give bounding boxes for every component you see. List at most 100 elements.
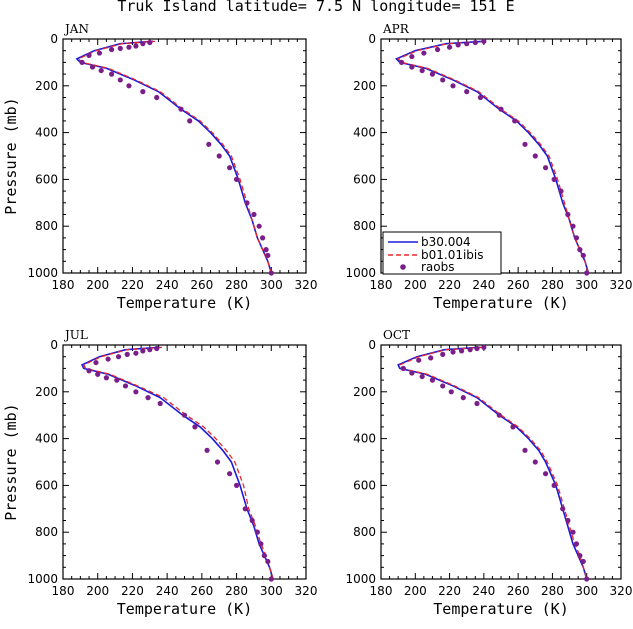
x-tick-label: 200 xyxy=(404,278,427,292)
figure-title: Truk Island latitude= 7.5 N longitude= 1… xyxy=(117,0,514,15)
raobs-point xyxy=(115,354,122,360)
panel-label-jul: JUL xyxy=(63,328,88,342)
legend-label-b30-004: b30.004 xyxy=(421,235,471,249)
x-tick-label: 220 xyxy=(121,278,144,292)
y-tick-label: 1000 xyxy=(345,266,376,280)
x-tick-label: 180 xyxy=(52,278,75,292)
x-tick-label: 220 xyxy=(438,584,461,598)
raobs-point xyxy=(96,50,103,56)
y-tick-label: 400 xyxy=(353,126,376,140)
raobs-point xyxy=(421,50,427,56)
raobs-point xyxy=(532,153,538,159)
raobs-point xyxy=(429,377,436,383)
y-tick-label: 1000 xyxy=(27,266,58,280)
raobs-point xyxy=(532,459,538,465)
y-tick-label: 600 xyxy=(35,478,58,492)
x-tick-label: 320 xyxy=(610,278,633,292)
raobs-point xyxy=(522,141,528,147)
raobs-point xyxy=(570,529,576,535)
x-tick-label: 220 xyxy=(121,584,144,598)
x-axis-label: Temperature (K) xyxy=(433,294,568,312)
raobs-point xyxy=(419,67,425,74)
raobs-point xyxy=(122,383,129,389)
raobs-point xyxy=(440,383,446,389)
raobs-point xyxy=(265,252,271,259)
raobs-point xyxy=(157,400,163,407)
y-tick-label: 0 xyxy=(50,338,58,352)
x-tick-label: 260 xyxy=(190,584,213,598)
x-tick-label: 180 xyxy=(370,584,393,598)
raobs-point xyxy=(558,188,564,194)
y-tick-label: 1000 xyxy=(27,572,58,586)
raobs-point xyxy=(584,576,590,582)
raobs-point xyxy=(109,46,115,53)
y-axis-label: Pressure (mb) xyxy=(2,97,20,214)
raobs-point xyxy=(542,165,549,171)
panel-label-oct: OCT xyxy=(383,328,410,342)
raobs-point xyxy=(117,45,123,51)
raobs-point xyxy=(109,71,115,77)
raobs-point xyxy=(446,44,453,50)
raobs-point xyxy=(464,41,470,47)
raobs-point xyxy=(147,39,153,46)
series-line-b01-01ibis xyxy=(397,40,590,274)
raobs-point xyxy=(124,351,130,357)
x-tick-label: 260 xyxy=(507,278,530,292)
raobs-point xyxy=(216,153,222,159)
raobs-point xyxy=(498,106,504,112)
raobs-point xyxy=(147,347,153,353)
y-tick-label: 200 xyxy=(353,79,376,93)
raobs-point xyxy=(251,211,257,218)
raobs-point xyxy=(181,412,188,418)
raobs-point xyxy=(268,270,274,276)
raobs-point xyxy=(192,424,198,430)
series-line-b01-01ibis xyxy=(82,346,274,580)
raobs-point xyxy=(481,38,487,44)
y-tick-label: 200 xyxy=(35,79,58,93)
raobs-point xyxy=(398,59,405,65)
raobs-point xyxy=(522,447,528,453)
raobs-point xyxy=(570,223,576,229)
raobs-point xyxy=(249,517,255,524)
raobs-point xyxy=(258,541,264,547)
x-tick-label: 180 xyxy=(370,278,393,292)
y-tick-label: 800 xyxy=(35,219,58,233)
x-tick-label: 280 xyxy=(225,278,248,292)
x-tick-label: 320 xyxy=(610,584,633,598)
raobs-point xyxy=(551,482,557,488)
raobs-point xyxy=(419,373,425,380)
raobs-point xyxy=(114,377,120,383)
raobs-point xyxy=(409,53,415,60)
raobs-point xyxy=(227,165,233,171)
raobs-point xyxy=(103,375,109,381)
raobs-point xyxy=(187,118,193,124)
raobs-point xyxy=(464,89,470,95)
x-tick-label: 240 xyxy=(156,584,179,598)
raobs-point xyxy=(474,400,480,407)
raobs-point xyxy=(242,506,248,512)
raobs-point xyxy=(261,553,267,559)
y-tick-label: 800 xyxy=(35,525,58,539)
x-tick-label: 260 xyxy=(190,278,213,292)
x-tick-label: 320 xyxy=(295,584,318,598)
raobs-point xyxy=(409,64,415,70)
panel-jan: 180 200 220 240 260 280 300 320 0 200 400 600 800 100… xyxy=(2,22,317,312)
raobs-point xyxy=(154,345,160,352)
raobs-point xyxy=(204,447,210,453)
plot-frame xyxy=(62,38,307,274)
raobs-point xyxy=(133,350,139,356)
x-tick-label: 320 xyxy=(295,278,318,292)
raobs-point xyxy=(416,357,422,363)
raobs-point xyxy=(265,558,271,565)
series-line-b30-004 xyxy=(397,346,588,580)
panel-label-apr: APR xyxy=(382,22,410,36)
raobs-point xyxy=(577,247,583,253)
y-tick-label: 0 xyxy=(368,338,376,352)
y-tick-label: 400 xyxy=(353,432,376,446)
x-tick-label: 260 xyxy=(507,584,530,598)
raobs-point xyxy=(472,39,478,46)
y-tick-label: 0 xyxy=(368,32,376,46)
y-tick-label: 600 xyxy=(353,172,376,186)
raobs-point xyxy=(86,368,92,374)
raobs-point xyxy=(86,52,92,58)
